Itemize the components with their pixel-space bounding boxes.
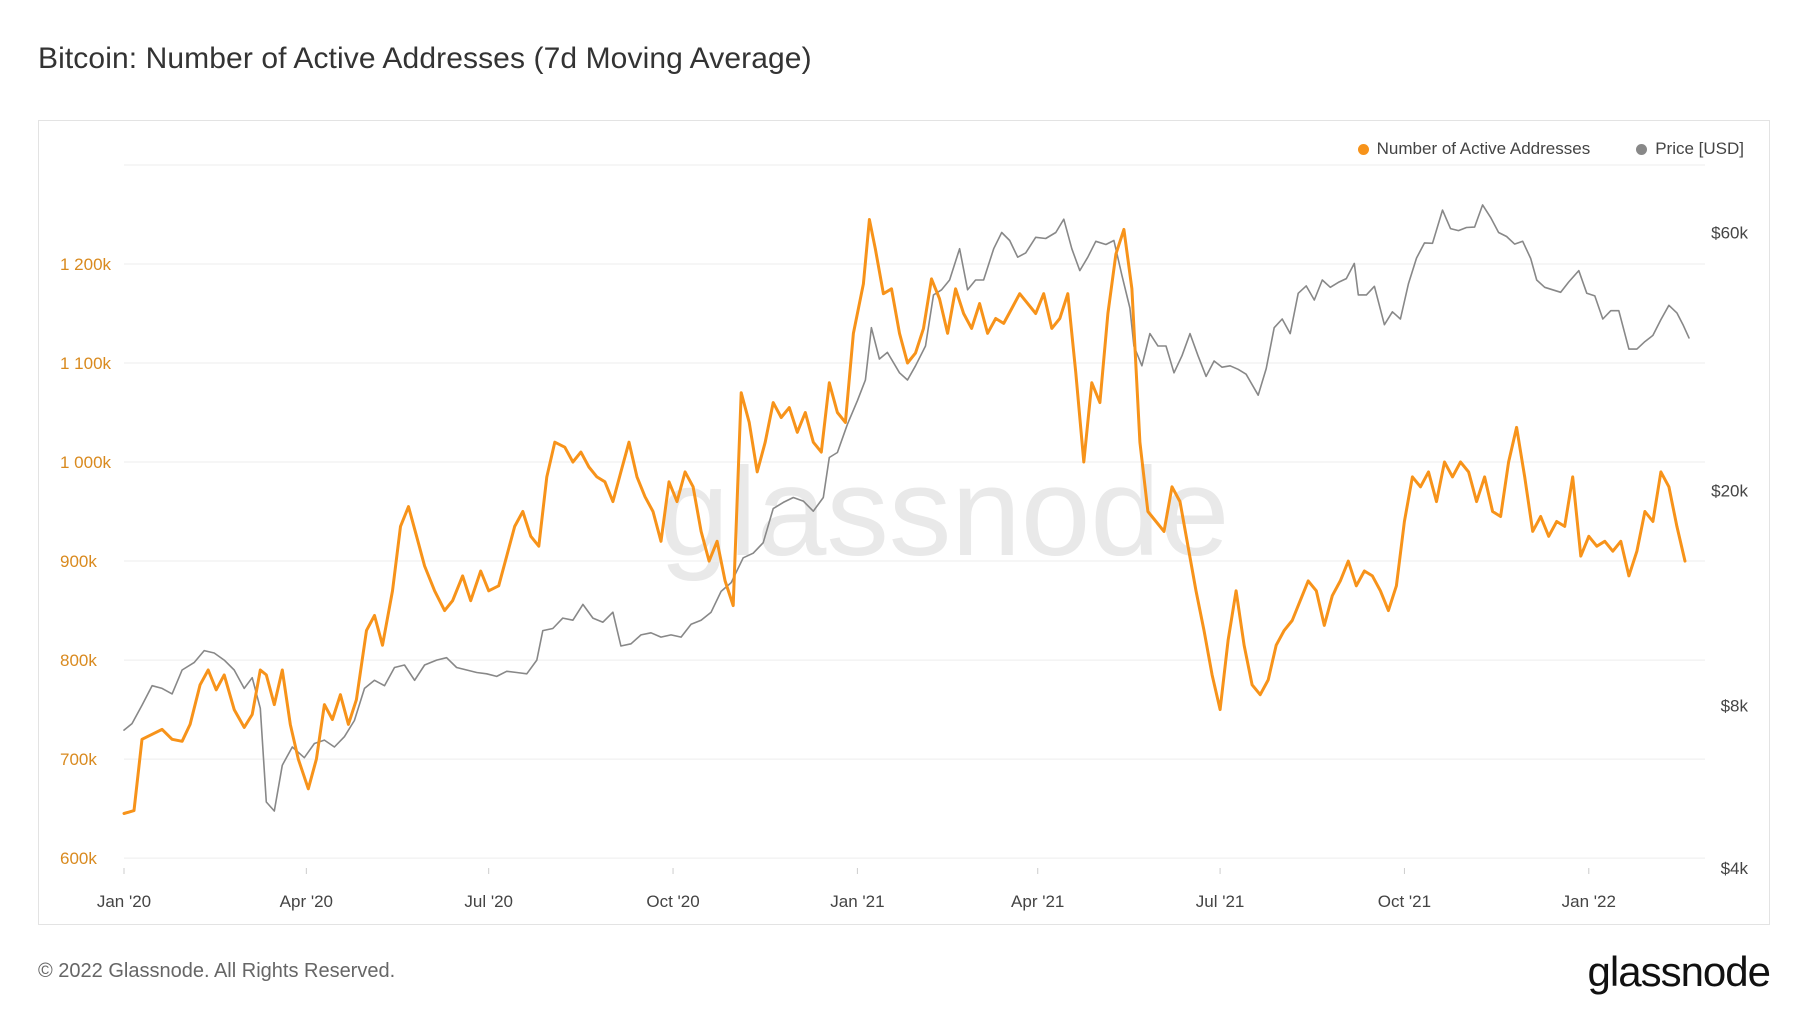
chart-frame bbox=[38, 120, 1770, 925]
x-tick-label: Jan '20 bbox=[97, 892, 151, 911]
legend-dot-icon bbox=[1636, 143, 1648, 155]
series-line-price bbox=[123, 204, 1690, 812]
legend-label-addresses: Number of Active Addresses bbox=[1376, 139, 1591, 158]
legend: Number of Active Addresses Price [USD] bbox=[1357, 139, 1744, 159]
chart-title: Bitcoin: Number of Active Addresses (7d … bbox=[38, 42, 812, 75]
y-left-tick-label: 700k bbox=[60, 750, 97, 769]
x-tick-label: Apr '21 bbox=[1011, 892, 1064, 911]
watermark-text: glassnode bbox=[660, 443, 1230, 582]
y-left-tick-label: 800k bbox=[60, 651, 97, 670]
y-left-tick-label: 600k bbox=[60, 849, 97, 868]
y-right-tick-label: $8k bbox=[1721, 696, 1749, 715]
x-tick-label: Jan '22 bbox=[1562, 892, 1616, 911]
legend-label-price: Price [USD] bbox=[1655, 139, 1744, 158]
y-right-tick-label: $20k bbox=[1711, 481, 1748, 500]
x-tick-label: Jul '20 bbox=[464, 892, 513, 911]
x-tick-label: Jul '21 bbox=[1196, 892, 1245, 911]
series-line-active-addresses bbox=[122, 218, 1687, 815]
y-left-tick-label: 900k bbox=[60, 552, 97, 571]
y-left-tick-label: 1 100k bbox=[60, 354, 112, 373]
x-tick-label: Oct '21 bbox=[1378, 892, 1431, 911]
y-left-tick-label: 1 200k bbox=[60, 255, 112, 274]
x-tick-label: Apr '20 bbox=[280, 892, 333, 911]
x-tick-label: Oct '20 bbox=[646, 892, 699, 911]
legend-item-price[interactable]: Price [USD] bbox=[1636, 139, 1744, 159]
y-right-tick-label: $60k bbox=[1711, 224, 1748, 243]
legend-item-addresses[interactable]: Number of Active Addresses bbox=[1357, 139, 1591, 159]
y-right-tick-label: $4k bbox=[1721, 859, 1749, 878]
y-left-tick-label: 1 000k bbox=[60, 453, 112, 472]
x-tick-label: Jan '21 bbox=[830, 892, 884, 911]
legend-dot-icon bbox=[1357, 143, 1369, 155]
copyright-footer: © 2022 Glassnode. All Rights Reserved. bbox=[38, 960, 396, 982]
brand-logo: glassnode bbox=[1587, 948, 1771, 995]
